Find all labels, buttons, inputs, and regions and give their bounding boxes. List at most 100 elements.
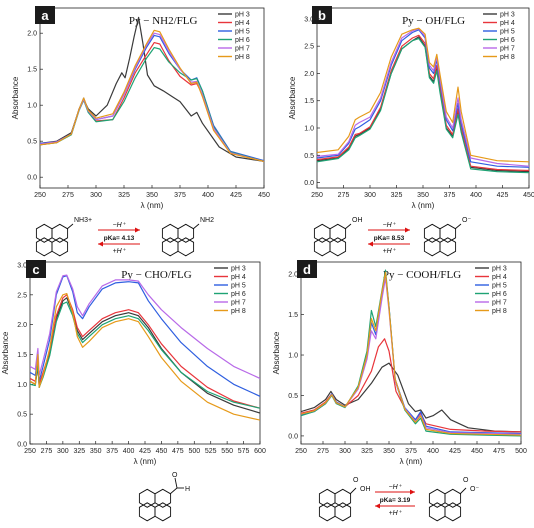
x-tick-label: 250 bbox=[295, 448, 307, 455]
pyrene-structure bbox=[318, 488, 352, 522]
x-tick-label: 275 bbox=[41, 448, 53, 455]
x-tick-label: 275 bbox=[62, 192, 74, 199]
x-tick-label: 450 bbox=[258, 192, 270, 199]
x-tick-label: 350 bbox=[417, 192, 429, 199]
y-tick-label: 0.0 bbox=[288, 433, 298, 440]
panel-letter-box bbox=[35, 6, 55, 24]
y-tick-label: 1.5 bbox=[288, 312, 298, 319]
legend-entry: pH 8 bbox=[492, 308, 507, 315]
x-tick-label: 525 bbox=[205, 448, 217, 455]
x-tick-label: 500 bbox=[188, 448, 200, 455]
x-tick-label: 425 bbox=[449, 448, 461, 455]
scheme-group-left: NH3+ bbox=[74, 217, 92, 224]
legend-entry: pH 5 bbox=[231, 283, 246, 290]
forward-arrowhead bbox=[405, 227, 410, 233]
ring bbox=[154, 502, 172, 522]
scheme-group: H bbox=[185, 486, 190, 493]
chart-title: Py − COOH/FLG bbox=[383, 269, 461, 281]
panel-letter-box bbox=[312, 6, 332, 24]
pka-label: pKa= 8.53 bbox=[374, 235, 405, 242]
y-tick-label: 2.5 bbox=[304, 44, 314, 51]
reaction-schemes: NH3+ −H⁺pKa= 4.13+H⁺ NH2 O H −H⁺ pKa= 8.53 +H⁺ O… bbox=[35, 217, 479, 522]
x-tick-label: 375 bbox=[106, 448, 118, 455]
y-tick-label: 0.5 bbox=[304, 153, 314, 160]
forward-label: −H⁺ bbox=[383, 222, 397, 229]
x-tick-label: 325 bbox=[118, 192, 130, 199]
ring bbox=[138, 488, 156, 508]
series-line-ph-5 bbox=[30, 275, 260, 397]
bond bbox=[169, 487, 178, 495]
ring bbox=[138, 502, 156, 522]
x-tick-label: 350 bbox=[90, 448, 102, 455]
y-tick-label: 3.0 bbox=[304, 16, 314, 23]
x-tick-label: 350 bbox=[146, 192, 158, 199]
pka-label: pKa= 3.19 bbox=[380, 497, 411, 504]
backward-label: +H⁺ bbox=[383, 248, 397, 255]
x-axis-label: λ (nm) bbox=[400, 457, 423, 466]
legend-entry: pH 6 bbox=[500, 37, 515, 44]
y-tick-label: 1.5 bbox=[27, 67, 37, 74]
x-tick-label: 275 bbox=[338, 192, 350, 199]
ring bbox=[329, 237, 347, 257]
equilibrium-arrows: −H⁺ pKa= 3.19 +H⁺ bbox=[375, 484, 415, 517]
x-tick-label: 600 bbox=[254, 448, 266, 455]
y-tick-label: 0.0 bbox=[27, 175, 37, 182]
chart-title: Py − NH2/FLG bbox=[129, 15, 198, 27]
ring bbox=[313, 237, 331, 257]
scheme-group-right: NH2 bbox=[200, 217, 214, 224]
x-tick-label: 325 bbox=[73, 448, 85, 455]
y-tick-label: 3.0 bbox=[17, 262, 27, 269]
series-line-ph-8 bbox=[317, 27, 529, 163]
pyrene-structure bbox=[138, 488, 172, 522]
ring bbox=[154, 488, 172, 508]
legend-entry: pH 5 bbox=[235, 29, 250, 36]
legend-entry: pH 5 bbox=[492, 283, 507, 290]
scheme-group-right: O⁻ bbox=[470, 486, 479, 493]
panel-a: a Py − NH2/FLG 250 275 300 325 350 375 400 425 450… bbox=[11, 6, 270, 210]
carboxylate-oxygen: O bbox=[463, 477, 469, 484]
y-tick-label: 1.0 bbox=[288, 353, 298, 360]
panel-letter: a bbox=[41, 8, 49, 23]
ring bbox=[439, 237, 457, 257]
ring bbox=[334, 488, 352, 508]
legend-entry: pH 6 bbox=[235, 37, 250, 44]
ring bbox=[444, 488, 462, 508]
series-line-ph-4 bbox=[317, 34, 529, 172]
y-axis-label: Absorbance bbox=[272, 331, 281, 374]
equilibrium-arrows: −H⁺ pKa= 4.13 +H⁺ bbox=[98, 222, 140, 255]
ring bbox=[177, 223, 195, 243]
legend-entry: pH 3 bbox=[492, 266, 507, 273]
x-tick-label: 250 bbox=[34, 192, 46, 199]
y-tick-label: 2.0 bbox=[304, 71, 314, 78]
x-tick-label: 300 bbox=[339, 448, 351, 455]
series-line-ph-3 bbox=[301, 362, 521, 433]
x-tick-label: 450 bbox=[156, 448, 168, 455]
y-axis-label: Absorbance bbox=[288, 76, 297, 119]
legend-entry: pH 5 bbox=[500, 29, 515, 36]
legend-entry: pH 7 bbox=[492, 300, 507, 307]
ring bbox=[161, 223, 179, 243]
bond bbox=[174, 477, 178, 489]
x-tick-label: 500 bbox=[515, 448, 527, 455]
bond bbox=[454, 223, 462, 230]
pyrene-structure bbox=[423, 223, 457, 257]
chart-title: Py − OH/FLG bbox=[402, 15, 465, 27]
y-tick-label: 1.5 bbox=[17, 352, 27, 359]
legend-entry: pH 4 bbox=[231, 274, 246, 281]
panel-letter-box bbox=[297, 260, 317, 278]
ring bbox=[329, 223, 347, 243]
x-axis-label: λ (nm) bbox=[134, 457, 157, 466]
x-tick-label: 250 bbox=[24, 448, 36, 455]
ring bbox=[428, 488, 446, 508]
ring bbox=[334, 502, 352, 522]
legend-entry: pH 8 bbox=[235, 54, 250, 61]
pka-label: pKa= 4.13 bbox=[104, 235, 135, 242]
ring bbox=[35, 223, 53, 243]
panel-letter-box bbox=[26, 260, 46, 278]
backward-arrowhead bbox=[98, 241, 103, 247]
x-tick-label: 375 bbox=[174, 192, 186, 199]
pyrene-structure bbox=[35, 223, 69, 257]
ring bbox=[318, 488, 336, 508]
x-tick-label: 400 bbox=[470, 192, 482, 199]
